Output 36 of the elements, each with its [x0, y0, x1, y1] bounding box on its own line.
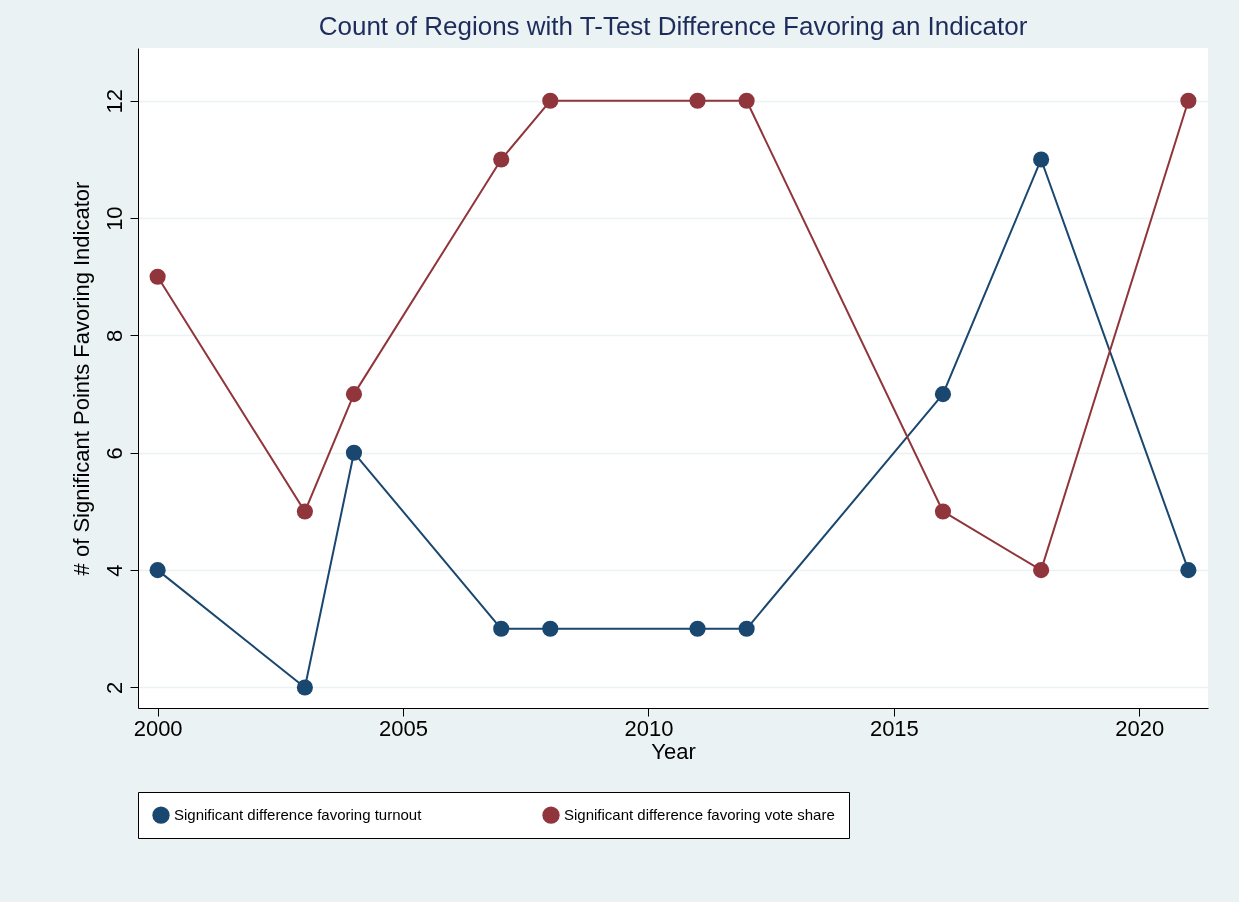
y-axis-title: # of Significant Points Favoring Indicator — [68, 181, 94, 576]
y-tick-label: 10 — [101, 206, 127, 231]
x-tick-label: 2000 — [133, 715, 183, 741]
x-tick-label: 2020 — [1115, 715, 1165, 741]
point — [1180, 92, 1197, 109]
point — [689, 92, 706, 109]
x-tick-label: 2010 — [624, 715, 674, 741]
point — [738, 620, 755, 637]
point — [149, 562, 166, 579]
y-tick-label: 6 — [101, 447, 127, 460]
point — [296, 503, 313, 520]
x-tick-label: 2005 — [379, 715, 429, 741]
point — [542, 620, 559, 637]
point — [345, 386, 363, 403]
point — [1033, 562, 1050, 579]
point — [738, 92, 755, 109]
point — [345, 444, 363, 461]
chart-title: Count of Regions with T-Test Difference Favoring an Indicator — [318, 11, 1028, 41]
point — [689, 620, 706, 637]
point — [542, 92, 559, 109]
point — [934, 503, 952, 520]
y-tick-label: 4 — [101, 564, 127, 577]
legend-label: Significant difference favoring vote share — [564, 806, 835, 824]
x-tick-label: 2015 — [869, 715, 919, 741]
point — [296, 679, 313, 696]
point — [149, 268, 166, 285]
point — [934, 386, 952, 403]
x-axis-title: Year — [651, 738, 696, 764]
y-tick-label: 2 — [101, 681, 127, 695]
point — [493, 620, 510, 637]
point — [493, 151, 510, 168]
point — [1180, 562, 1197, 579]
point — [1033, 151, 1050, 168]
y-tick-label: 8 — [101, 329, 127, 343]
legend-label: Significant difference favoring turnout — [174, 806, 423, 824]
y-tick-label: 12 — [101, 89, 127, 114]
